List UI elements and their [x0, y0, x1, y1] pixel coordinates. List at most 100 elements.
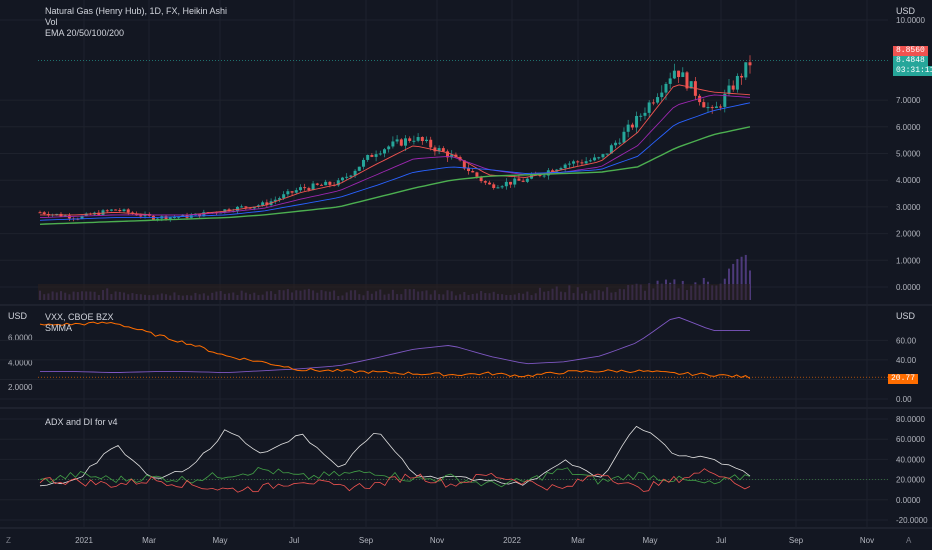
usd-unit-left: USD	[8, 311, 28, 321]
vxx-line	[39, 321, 751, 379]
candle-body	[626, 124, 630, 132]
price-tag-red: 8.8560	[893, 46, 928, 56]
candle-body	[727, 85, 731, 94]
candle-body	[504, 181, 508, 187]
candle-body	[109, 209, 113, 211]
candle-body	[303, 187, 307, 189]
candle-body	[261, 202, 265, 206]
auto-scale-button[interactable]: A	[906, 536, 912, 545]
candle-body	[668, 78, 672, 84]
candle-body	[677, 70, 681, 78]
adx-tick: 20.0000	[896, 476, 925, 485]
candle-body	[521, 180, 525, 182]
vol-label[interactable]: Vol	[45, 17, 58, 27]
candle-body	[282, 194, 286, 199]
symbol-title[interactable]: Natural Gas (Henry Hub), 1D, FX, Heikin …	[45, 6, 228, 16]
candle-body	[139, 215, 143, 217]
candle-body	[605, 153, 609, 155]
candle-body	[366, 155, 370, 160]
candle-body	[740, 75, 744, 78]
adx-tick: -20.0000	[896, 516, 928, 525]
candle-body	[319, 184, 323, 186]
adx-title[interactable]: ADX and DI for v4	[45, 417, 118, 427]
candle-body	[63, 215, 67, 217]
candle-body	[399, 139, 403, 146]
y-tick-label: 7.0000	[896, 96, 921, 105]
y-tick-label: 4.0000	[896, 176, 921, 185]
candle-body	[324, 181, 328, 186]
candle-body	[664, 83, 668, 93]
candle-body	[38, 212, 42, 214]
candle-body	[517, 178, 521, 181]
smma-label[interactable]: SMMA	[45, 323, 72, 333]
candle-body	[311, 183, 315, 190]
candle-body	[681, 72, 685, 78]
price-tag-time: 03:31:11	[893, 66, 932, 76]
timezone-button[interactable]: Z	[6, 536, 11, 545]
volume-bar	[744, 254, 747, 300]
candle-body	[416, 137, 420, 141]
candle-body	[639, 115, 643, 117]
main-legend: Natural Gas (Henry Hub), 1D, FX, Heikin …	[45, 6, 227, 39]
ema-label[interactable]: EMA 20/50/100/200	[45, 28, 125, 38]
candle-body	[164, 216, 168, 220]
candle-body	[702, 102, 706, 108]
y-tick-label: 5.0000	[896, 150, 921, 159]
candle-body	[265, 202, 269, 206]
vxx-price-tag: 20.77	[888, 374, 919, 384]
candle-body	[622, 131, 626, 143]
candle-body	[437, 148, 441, 152]
candle-body	[462, 160, 466, 169]
x-tick-label: May	[212, 536, 227, 545]
candle-body	[307, 188, 311, 190]
candle-body	[559, 168, 563, 170]
candle-body	[420, 137, 424, 142]
candle-body	[118, 209, 122, 212]
candle-body	[496, 187, 500, 189]
candle-body	[198, 213, 202, 217]
candle-body	[551, 170, 555, 172]
x-tick-label: May	[642, 536, 657, 545]
candle-body	[731, 85, 735, 90]
vxx-legend: VXX, CBOE BZX SMMA	[45, 312, 114, 334]
candle-body	[80, 215, 84, 219]
candle-body	[408, 138, 412, 141]
volume-bar	[736, 259, 739, 300]
candle-body	[425, 139, 429, 142]
ema-line-2	[39, 94, 751, 219]
vxx-right-tick: 40.00	[896, 356, 917, 365]
candle-body	[298, 187, 302, 191]
x-tick-label: 2022	[503, 536, 521, 545]
candle-body	[240, 206, 244, 208]
candle-body	[122, 209, 126, 212]
candle-body	[660, 92, 664, 98]
candle-body	[609, 145, 613, 154]
candle-body	[286, 191, 290, 195]
candle-body	[105, 210, 109, 212]
vxx-title[interactable]: VXX, CBOE BZX	[45, 312, 114, 322]
candle-body	[630, 124, 634, 128]
candle-body	[353, 170, 357, 176]
candle-body	[475, 172, 479, 177]
candle-body	[290, 191, 294, 193]
usd-unit-mid: USD	[896, 311, 916, 321]
volume-bar	[732, 263, 735, 300]
candle-body	[735, 75, 739, 90]
candle-body	[719, 106, 723, 108]
smma-line	[40, 316, 750, 374]
candle-body	[698, 95, 702, 103]
vxx-left-tick: 2.0000	[8, 383, 33, 392]
candle-body	[114, 209, 118, 211]
candle-body	[349, 175, 353, 177]
candle-body	[378, 153, 382, 155]
candle-body	[488, 182, 492, 185]
price-tag-green: 8.4848	[893, 56, 928, 66]
candle-body	[67, 215, 71, 219]
x-tick-label: Mar	[571, 536, 585, 545]
candle-body	[345, 176, 349, 178]
candle-body	[500, 186, 504, 188]
candle-body	[479, 176, 483, 182]
candle-body	[513, 178, 517, 185]
candle-body	[597, 157, 601, 159]
